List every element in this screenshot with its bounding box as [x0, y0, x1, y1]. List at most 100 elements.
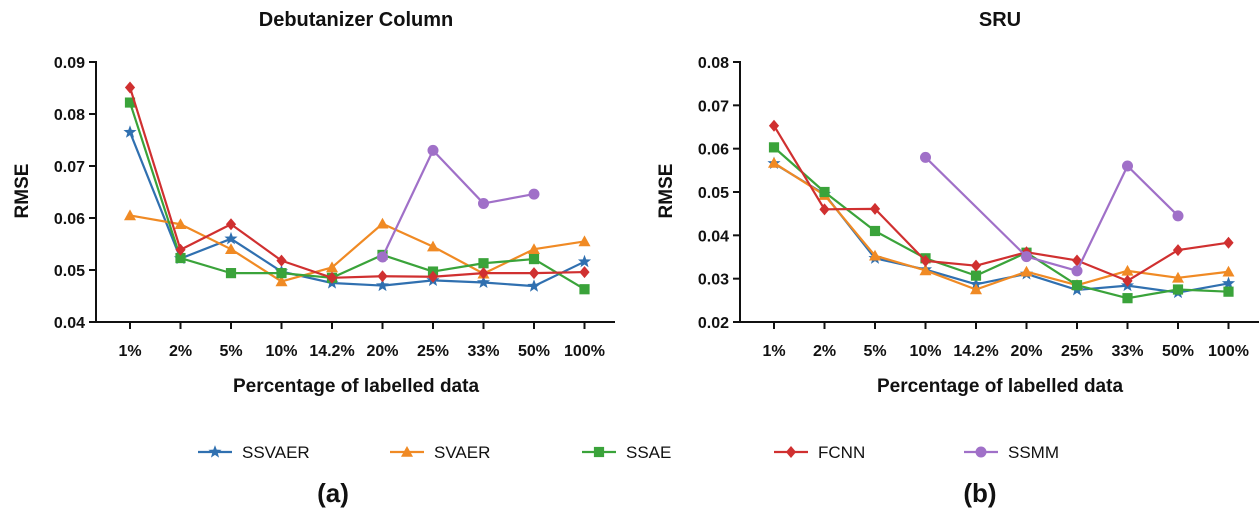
- y-tick-label: 0.04: [54, 315, 85, 332]
- data-point: [1071, 265, 1083, 277]
- data-point: [819, 203, 830, 216]
- data-point: [1172, 244, 1184, 257]
- data-point: [528, 188, 540, 200]
- series-line: [129, 214, 585, 283]
- x-tick-label: 2%: [813, 343, 836, 360]
- x-tick-label: 14.2%: [309, 343, 354, 360]
- data-point: [427, 144, 439, 156]
- y-axis-label: RMSE: [656, 164, 677, 219]
- data-point: [478, 258, 489, 269]
- data-point: [1122, 274, 1133, 287]
- data-point: [1122, 160, 1133, 172]
- data-point: [1122, 293, 1133, 304]
- legend-marker: [401, 446, 413, 457]
- x-tick-label: 1%: [762, 343, 785, 360]
- x-tick-label: 50%: [518, 343, 550, 360]
- data-point: [275, 275, 288, 287]
- x-tick-label: 20%: [1010, 343, 1042, 360]
- data-point: [478, 197, 489, 209]
- legend-marker: [785, 446, 797, 458]
- x-tick-label: 25%: [417, 343, 449, 360]
- panel-label-a: (a): [317, 478, 349, 508]
- x-tick-label: 14.2%: [953, 343, 998, 360]
- series-line: [381, 149, 535, 258]
- series-line: [773, 125, 1229, 282]
- legend-label: SSMM: [1008, 443, 1059, 462]
- data-point: [579, 266, 590, 279]
- data-point: [124, 81, 136, 94]
- data-point: [919, 264, 932, 276]
- x-tick-label: 1%: [118, 343, 141, 360]
- legend-item-ssmm: SSMM: [964, 443, 1059, 462]
- legend: SSVAER SVAER SSAE FCNN SSMM: [198, 443, 1059, 462]
- data-point: [225, 268, 237, 279]
- data-point: [225, 243, 237, 254]
- chart-title: SRU: [979, 9, 1021, 31]
- data-point: [819, 186, 830, 198]
- data-point: [920, 151, 931, 163]
- data-point: [1222, 265, 1235, 277]
- y-tick-label: 0.02: [698, 315, 729, 332]
- data-point: [123, 125, 137, 138]
- chart-title: Debutanizer Column: [259, 9, 453, 31]
- data-point: [224, 231, 238, 245]
- x-tick-label: 100%: [564, 343, 605, 360]
- data-point: [577, 254, 592, 268]
- data-point: [578, 235, 591, 247]
- data-point: [427, 270, 439, 283]
- series-fcnn: [768, 119, 1234, 287]
- data-point: [174, 218, 187, 230]
- x-axis-label: Percentage of labelled data: [233, 376, 479, 397]
- legend-label: SSVAER: [242, 443, 310, 462]
- x-tick-label: 33%: [467, 343, 499, 360]
- data-point: [528, 253, 540, 265]
- y-tick-label: 0.07: [698, 98, 729, 115]
- x-tick-label: 33%: [1111, 343, 1143, 360]
- data-point: [1020, 265, 1033, 277]
- data-point: [527, 279, 541, 292]
- data-point: [579, 284, 590, 295]
- legend-marker: [208, 445, 222, 458]
- data-point: [175, 243, 186, 256]
- series-line: [128, 87, 585, 279]
- series-line: [128, 131, 585, 288]
- series-line: [773, 146, 1229, 300]
- series-line: [773, 162, 1229, 291]
- x-tick-label: 10%: [909, 343, 941, 360]
- data-point: [175, 252, 186, 264]
- data-point: [768, 119, 780, 132]
- legend-item-svaer: SVAER: [390, 443, 490, 462]
- x-tick-label: 25%: [1061, 343, 1093, 360]
- y-tick-label: 0.08: [698, 55, 729, 72]
- data-point: [768, 142, 780, 153]
- y-tick-label: 0.06: [698, 142, 729, 159]
- data-point: [1172, 271, 1184, 283]
- data-point: [225, 218, 237, 231]
- data-point: [1071, 280, 1083, 291]
- x-tick-label: 50%: [1162, 343, 1194, 360]
- x-tick-label: 5%: [863, 343, 886, 360]
- data-point: [1172, 210, 1184, 222]
- data-point: [920, 254, 931, 267]
- legend-marker: [593, 446, 605, 458]
- series-ssmm: [920, 151, 1184, 277]
- x-axis-label: Percentage of labelled data: [877, 376, 1123, 397]
- data-point: [528, 267, 540, 280]
- data-point: [970, 259, 982, 272]
- series-line: [128, 102, 586, 291]
- x-tick-label: 2%: [169, 343, 192, 360]
- panel-label-b: (b): [963, 478, 996, 508]
- data-point: [427, 240, 439, 252]
- data-point: [869, 249, 881, 261]
- y-tick-label: 0.03: [698, 272, 729, 289]
- y-tick-label: 0.07: [54, 159, 85, 176]
- x-tick-label: 100%: [1208, 343, 1249, 360]
- series-line: [924, 156, 1179, 272]
- data-point: [276, 254, 287, 267]
- y-tick-label: 0.05: [698, 185, 729, 202]
- series-svaer: [124, 209, 591, 287]
- data-point: [1221, 276, 1236, 290]
- data-point: [528, 243, 540, 254]
- plot-area-b: 0.02 0.03 0.04 0.05 0.06 0.07 0.08 1% 2% 5% 10% 14.…: [698, 55, 1259, 360]
- data-point: [326, 271, 338, 284]
